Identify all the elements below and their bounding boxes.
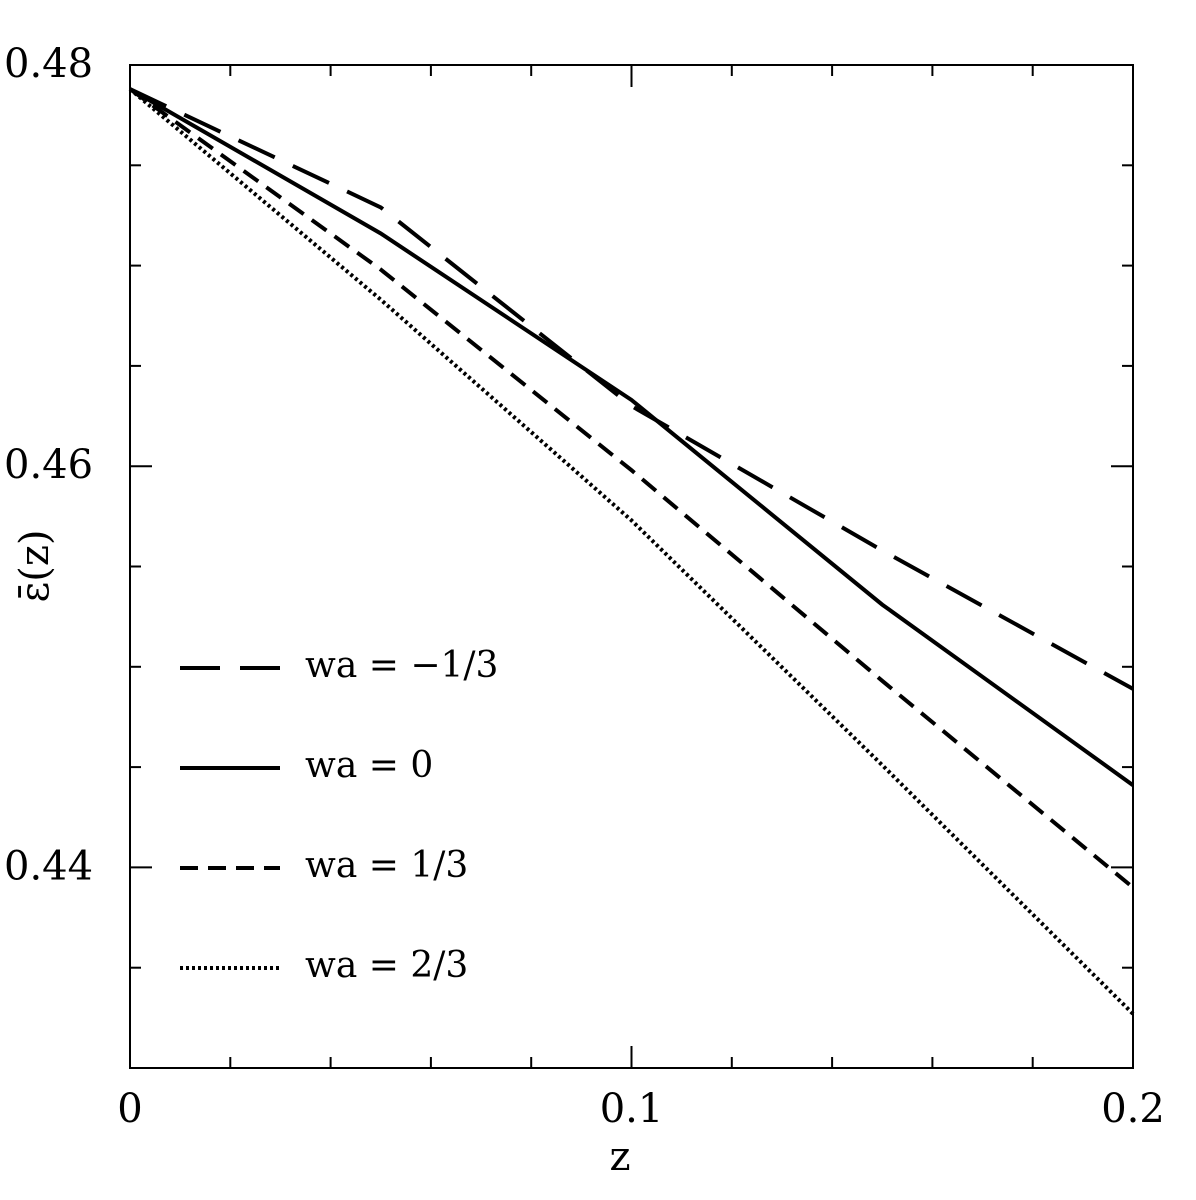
legend-label: wa = 1/3 xyxy=(305,845,468,886)
data-line xyxy=(129,87,1135,787)
x-tick-label: 0.2 xyxy=(1101,1086,1165,1132)
y-axis-label: ε̄(z) xyxy=(12,529,58,602)
legend-label: wa = 2/3 xyxy=(305,945,468,986)
y-tick-label: 0.46 xyxy=(4,442,93,488)
plot-frame xyxy=(129,64,1134,1069)
legend-label: wa = 0 xyxy=(305,745,433,786)
legend-label: wa = −1/3 xyxy=(305,645,498,686)
data-line xyxy=(129,87,1134,691)
y-tick-label: 0.44 xyxy=(4,843,93,889)
data-line xyxy=(128,87,1135,1016)
x-axis-label: z xyxy=(609,1134,630,1180)
data-line xyxy=(128,87,1135,890)
x-tick-label: 0 xyxy=(117,1086,142,1132)
x-tick-label: 0.1 xyxy=(600,1086,664,1132)
y-tick-label: 0.48 xyxy=(4,41,93,87)
